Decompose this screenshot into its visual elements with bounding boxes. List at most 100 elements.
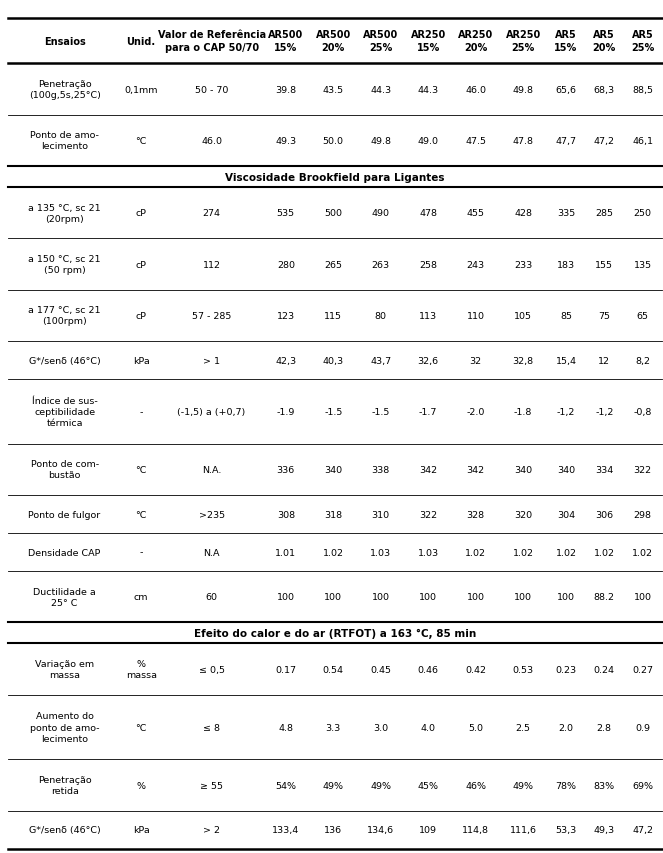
Text: 274: 274 xyxy=(203,209,221,218)
Text: Ponto de fulgor: Ponto de fulgor xyxy=(29,510,101,519)
Text: 322: 322 xyxy=(419,510,438,519)
Text: 0.54: 0.54 xyxy=(323,664,344,674)
Text: 133,4: 133,4 xyxy=(272,825,300,834)
Text: 49.3: 49.3 xyxy=(275,136,296,146)
Text: 535: 535 xyxy=(276,209,295,218)
Text: N.A: N.A xyxy=(204,548,220,557)
Text: -1.8: -1.8 xyxy=(514,408,532,416)
Text: Ponto de com-
bustão: Ponto de com- bustão xyxy=(30,460,99,480)
Text: 47.8: 47.8 xyxy=(512,136,534,146)
Text: 80: 80 xyxy=(375,311,387,321)
Text: -1,2: -1,2 xyxy=(557,408,575,416)
Text: 334: 334 xyxy=(595,466,613,474)
Text: 100: 100 xyxy=(419,593,437,601)
Text: 155: 155 xyxy=(595,260,613,270)
Text: 0.53: 0.53 xyxy=(512,664,534,674)
Text: 285: 285 xyxy=(595,209,613,218)
Text: 183: 183 xyxy=(557,260,575,270)
Text: Viscosidade Brookfield para Ligantes: Viscosidade Brookfield para Ligantes xyxy=(225,172,445,183)
Text: 318: 318 xyxy=(324,510,342,519)
Text: -1.5: -1.5 xyxy=(324,408,343,416)
Text: 258: 258 xyxy=(419,260,437,270)
Text: Densidade CAP: Densidade CAP xyxy=(29,548,101,557)
Text: 134,6: 134,6 xyxy=(367,825,394,834)
Text: 322: 322 xyxy=(633,466,652,474)
Text: -: - xyxy=(139,548,143,557)
Text: -1.5: -1.5 xyxy=(371,408,390,416)
Text: cm: cm xyxy=(134,593,149,601)
Text: 112: 112 xyxy=(203,260,221,270)
Text: 47,2: 47,2 xyxy=(632,825,653,834)
Text: AR5
25%: AR5 25% xyxy=(631,31,654,53)
Text: 304: 304 xyxy=(557,510,575,519)
Text: 60: 60 xyxy=(206,593,217,601)
Text: >235: >235 xyxy=(198,510,225,519)
Text: 342: 342 xyxy=(467,466,485,474)
Text: G*/senδ (46°C): G*/senδ (46°C) xyxy=(29,357,101,365)
Text: 0.24: 0.24 xyxy=(594,664,615,674)
Text: a 177 °C, sc 21
(100rpm): a 177 °C, sc 21 (100rpm) xyxy=(29,306,101,326)
Text: 100: 100 xyxy=(324,593,342,601)
Text: 88.2: 88.2 xyxy=(594,593,615,601)
Text: 44.3: 44.3 xyxy=(418,85,439,95)
Text: 57 - 285: 57 - 285 xyxy=(192,311,231,321)
Text: AR500
20%: AR500 20% xyxy=(316,31,351,53)
Text: °C: °C xyxy=(135,136,147,146)
Text: 78%: 78% xyxy=(556,780,577,790)
Text: 243: 243 xyxy=(467,260,485,270)
Text: 0.45: 0.45 xyxy=(370,664,391,674)
Text: 1.01: 1.01 xyxy=(275,548,296,557)
Text: 233: 233 xyxy=(514,260,532,270)
Text: 50.0: 50.0 xyxy=(323,136,344,146)
Text: -: - xyxy=(139,408,143,416)
Text: 340: 340 xyxy=(324,466,342,474)
Text: AR250
15%: AR250 15% xyxy=(410,31,446,53)
Text: 32,6: 32,6 xyxy=(418,357,439,365)
Text: 1.03: 1.03 xyxy=(418,548,439,557)
Text: Valor de Referência
para o CAP 50/70: Valor de Referência para o CAP 50/70 xyxy=(158,31,266,53)
Text: -0,8: -0,8 xyxy=(633,408,652,416)
Text: 428: 428 xyxy=(514,209,532,218)
Text: 47.5: 47.5 xyxy=(465,136,486,146)
Text: 46,1: 46,1 xyxy=(632,136,653,146)
Text: 83%: 83% xyxy=(593,780,615,790)
Text: 0.23: 0.23 xyxy=(556,664,577,674)
Text: 49.0: 49.0 xyxy=(418,136,439,146)
Text: kPa: kPa xyxy=(133,825,150,834)
Text: 4.8: 4.8 xyxy=(278,722,293,732)
Text: 47,2: 47,2 xyxy=(594,136,615,146)
Text: 338: 338 xyxy=(372,466,390,474)
Text: 32: 32 xyxy=(469,357,482,365)
Text: 75: 75 xyxy=(598,311,610,321)
Text: 43.5: 43.5 xyxy=(323,85,344,95)
Text: 500: 500 xyxy=(324,209,342,218)
Text: °C: °C xyxy=(135,466,147,474)
Text: 0.46: 0.46 xyxy=(418,664,439,674)
Text: 114,8: 114,8 xyxy=(462,825,489,834)
Text: a 150 °C, sc 21
(50 rpm): a 150 °C, sc 21 (50 rpm) xyxy=(29,255,101,275)
Text: 100: 100 xyxy=(634,593,652,601)
Text: 49.8: 49.8 xyxy=(370,136,391,146)
Text: 8,2: 8,2 xyxy=(635,357,650,365)
Text: Variação em
massa: Variação em massa xyxy=(35,659,94,679)
Text: 39.8: 39.8 xyxy=(275,85,296,95)
Text: 263: 263 xyxy=(372,260,390,270)
Text: Ductilidade a
25° C: Ductilidade a 25° C xyxy=(33,587,96,607)
Text: 340: 340 xyxy=(514,466,532,474)
Text: 490: 490 xyxy=(372,209,390,218)
Text: 100: 100 xyxy=(514,593,532,601)
Text: 320: 320 xyxy=(514,510,532,519)
Text: AR500
25%: AR500 25% xyxy=(363,31,398,53)
Text: 32,8: 32,8 xyxy=(512,357,534,365)
Text: 65: 65 xyxy=(636,311,648,321)
Text: > 2: > 2 xyxy=(203,825,220,834)
Text: 85: 85 xyxy=(560,311,572,321)
Text: 113: 113 xyxy=(419,311,438,321)
Text: 100: 100 xyxy=(372,593,390,601)
Text: 44.3: 44.3 xyxy=(370,85,391,95)
Text: 136: 136 xyxy=(324,825,342,834)
Text: -1,2: -1,2 xyxy=(595,408,613,416)
Text: Aumento do
ponto de amo-
lecimento: Aumento do ponto de amo- lecimento xyxy=(30,711,99,743)
Text: Índice de sus-
ceptibilidade
térmica: Índice de sus- ceptibilidade térmica xyxy=(32,397,97,427)
Text: kPa: kPa xyxy=(133,357,150,365)
